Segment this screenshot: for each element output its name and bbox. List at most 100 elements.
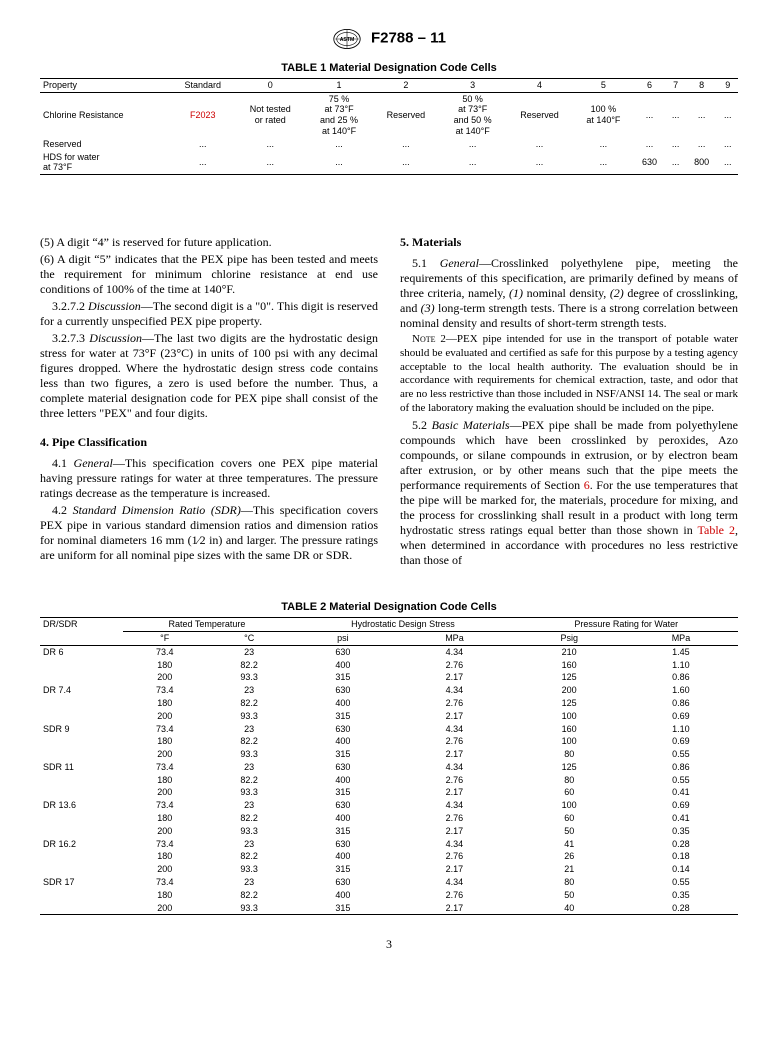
table2-cell: 2.17 xyxy=(394,710,514,723)
table2-cell: 23 xyxy=(207,838,291,851)
link-table-2[interactable]: Table 2 xyxy=(698,523,736,537)
table2-cell: 125 xyxy=(515,697,624,710)
page-header: ASTM F2788 – 11 xyxy=(40,28,738,50)
table1-cell: ... xyxy=(573,151,634,175)
table1-cell: 630 xyxy=(634,151,666,175)
table2-cell: 1.10 xyxy=(624,659,738,672)
table2-cell: 125 xyxy=(515,761,624,774)
table2-cell: 73.4 xyxy=(123,838,207,851)
table2-cell: 0.86 xyxy=(624,697,738,710)
table1-cell: ... xyxy=(665,138,685,151)
table2-cell xyxy=(40,774,123,787)
table1-cell: ... xyxy=(235,138,306,151)
table2-cell: 80 xyxy=(515,774,624,787)
table1-cell: 50 %at 73°Fand 50 %at 140°F xyxy=(439,92,505,138)
table1-cell: ... xyxy=(372,151,439,175)
table2-cell: 4.34 xyxy=(394,838,514,851)
table2-cell: 630 xyxy=(291,684,394,697)
table2-cell: 630 xyxy=(291,799,394,812)
table2-cell: 82.2 xyxy=(207,774,291,787)
table1-col-header: 9 xyxy=(718,78,738,92)
table2-cell: 180 xyxy=(123,812,207,825)
table2-cell: 1.10 xyxy=(624,723,738,736)
table1-col-header: 7 xyxy=(665,78,685,92)
table2-cell: 2.76 xyxy=(394,659,514,672)
table2-cell: DR 7.4 xyxy=(40,684,123,697)
table1-cell: ... xyxy=(439,151,505,175)
table2-cell: 125 xyxy=(515,671,624,684)
table2-cell xyxy=(40,671,123,684)
table2-cell: 2.17 xyxy=(394,863,514,876)
table2-cell: 50 xyxy=(515,825,624,838)
table2-cell xyxy=(40,735,123,748)
table2-cell xyxy=(40,863,123,876)
table2-cell: 2.76 xyxy=(394,850,514,863)
table2-cell: 2.17 xyxy=(394,748,514,761)
table2-cell: 400 xyxy=(291,812,394,825)
table2-cell: 82.2 xyxy=(207,850,291,863)
table2-cell: 160 xyxy=(515,723,624,736)
table2-cell: 2.76 xyxy=(394,889,514,902)
table2-cell: 4.34 xyxy=(394,684,514,697)
table2-cell: 0.86 xyxy=(624,671,738,684)
table2-col-header: °C xyxy=(207,631,291,645)
table2-cell: 200 xyxy=(123,786,207,799)
table2-cell: 1.45 xyxy=(624,645,738,658)
table2-cell xyxy=(40,889,123,902)
table2-group-header: DR/SDR xyxy=(40,618,123,632)
table2-cell: SDR 11 xyxy=(40,761,123,774)
table1-cell: ... xyxy=(665,92,685,138)
table2-cell: 23 xyxy=(207,876,291,889)
table1-col-header: 4 xyxy=(506,78,573,92)
table2: DR/SDRRated TemperatureHydrostatic Desig… xyxy=(40,617,738,915)
table1-cell: ... xyxy=(634,138,666,151)
table1-cell: ... xyxy=(506,151,573,175)
table2-cell xyxy=(40,902,123,915)
table2-col-header: Psig xyxy=(515,631,624,645)
table2-cell: 2.76 xyxy=(394,812,514,825)
table2-cell: 630 xyxy=(291,645,394,658)
table2-cell xyxy=(40,659,123,672)
page-number: 3 xyxy=(40,937,738,952)
table2-cell: 0.55 xyxy=(624,774,738,787)
table1-cell: 75 %at 73°Fand 25 %at 140°F xyxy=(306,92,372,138)
table1-cell: ... xyxy=(718,92,738,138)
table2-col-header: MPa xyxy=(394,631,514,645)
table1-cell: ... xyxy=(306,138,372,151)
table1-cell: ... xyxy=(573,138,634,151)
table2-cell: 0.69 xyxy=(624,799,738,812)
table1-cell: ... xyxy=(665,151,685,175)
table2-cell xyxy=(40,748,123,761)
table2-cell: 93.3 xyxy=(207,710,291,723)
table1-col-header: 1 xyxy=(306,78,372,92)
table2-cell: 315 xyxy=(291,786,394,799)
para-42: 4.2 Standard Dimension Ratio (SDR)—This … xyxy=(40,503,378,563)
table2-cell: 315 xyxy=(291,825,394,838)
svg-text:ASTM: ASTM xyxy=(340,37,355,43)
table2-cell xyxy=(40,710,123,723)
table2-cell: 400 xyxy=(291,774,394,787)
table2-cell: 200 xyxy=(123,748,207,761)
table2-cell: 93.3 xyxy=(207,902,291,915)
table2-cell: 315 xyxy=(291,710,394,723)
table1-cell: ... xyxy=(171,151,235,175)
para-3273: 3.2.7.3 Discussion—The last two digits a… xyxy=(40,331,378,421)
table1-col-header: 3 xyxy=(439,78,505,92)
table1-col-header: Standard xyxy=(171,78,235,92)
table2-cell: 0.69 xyxy=(624,710,738,723)
para-5: (5) A digit “4” is reserved for future a… xyxy=(40,235,378,250)
table1-col-header: 0 xyxy=(235,78,306,92)
table2-cell: 200 xyxy=(515,684,624,697)
table2-cell: 4.34 xyxy=(394,761,514,774)
table2-cell: 2.76 xyxy=(394,774,514,787)
table1-col-header: Property xyxy=(40,78,171,92)
table2-cell: 23 xyxy=(207,645,291,658)
table2-cell: 0.35 xyxy=(624,889,738,902)
table2-cell: 23 xyxy=(207,723,291,736)
table2-cell: 93.3 xyxy=(207,825,291,838)
table1-col-header: 5 xyxy=(573,78,634,92)
table2-cell: 200 xyxy=(123,710,207,723)
table2-cell: 82.2 xyxy=(207,697,291,710)
table2-cell: 200 xyxy=(123,863,207,876)
table2-cell: 93.3 xyxy=(207,786,291,799)
